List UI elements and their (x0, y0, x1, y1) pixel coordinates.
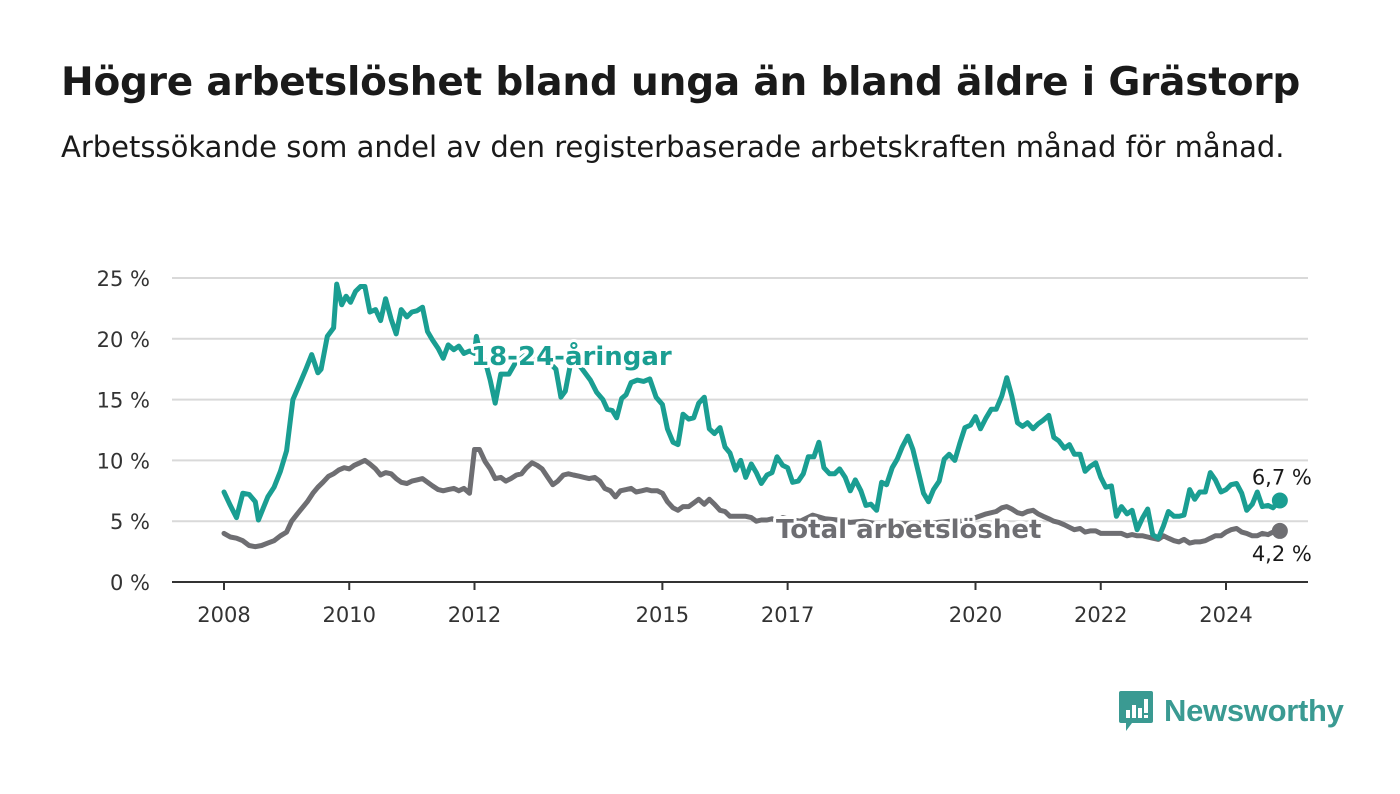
x-tick-label: 2022 (1074, 603, 1127, 627)
series-line-total (221, 447, 1283, 550)
y-tick-label: 10 % (97, 449, 150, 473)
axis-layer: 0 % 5 % 10 % 15 % 20 % 25 % 2008 2010 2012 2015 20… (97, 267, 1308, 627)
x-tick-label: 2020 (949, 603, 1002, 627)
series-line-youth (221, 281, 1283, 541)
x-tick-label: 2017 (761, 603, 814, 627)
label-layer: 18-24-åringar Total arbetslöshet 6,7 % 4,2 … (468, 337, 1312, 566)
y-tick-label: 25 % (97, 267, 150, 291)
x-tick-label: 2012 (448, 603, 501, 627)
y-tick-label: 0 % (110, 571, 150, 595)
y-tick-label: 20 % (97, 328, 150, 352)
end-value-label-youth: 6,7 % (1252, 466, 1312, 490)
end-point-youth (1271, 492, 1288, 509)
y-tick-label: 5 % (110, 510, 150, 534)
chart-subtitle: Arbetssökande som andel av den registerb… (61, 130, 1285, 164)
newsworthy-logo-icon (1119, 691, 1153, 731)
x-tick-label: 2008 (197, 603, 250, 627)
x-tick-label: 2024 (1199, 603, 1252, 627)
series-label-youth: 18-24-åringar (471, 340, 672, 372)
series-label-total: Total arbetslöshet (776, 515, 1041, 545)
newsworthy-brand: Newsworthy (1118, 690, 1344, 732)
chart-title: Högre arbetslöshet bland unga än bland ä… (61, 60, 1301, 105)
end-point-total (1271, 522, 1288, 539)
x-tick-label: 2010 (323, 603, 376, 627)
brand-name: Newsworthy (1164, 693, 1344, 728)
y-tick-label: 15 % (97, 389, 150, 413)
x-tick-label: 2015 (636, 603, 689, 627)
grid-layer (172, 277, 1308, 523)
series-layer (221, 281, 1288, 550)
end-value-label-total: 4,2 % (1252, 542, 1312, 566)
